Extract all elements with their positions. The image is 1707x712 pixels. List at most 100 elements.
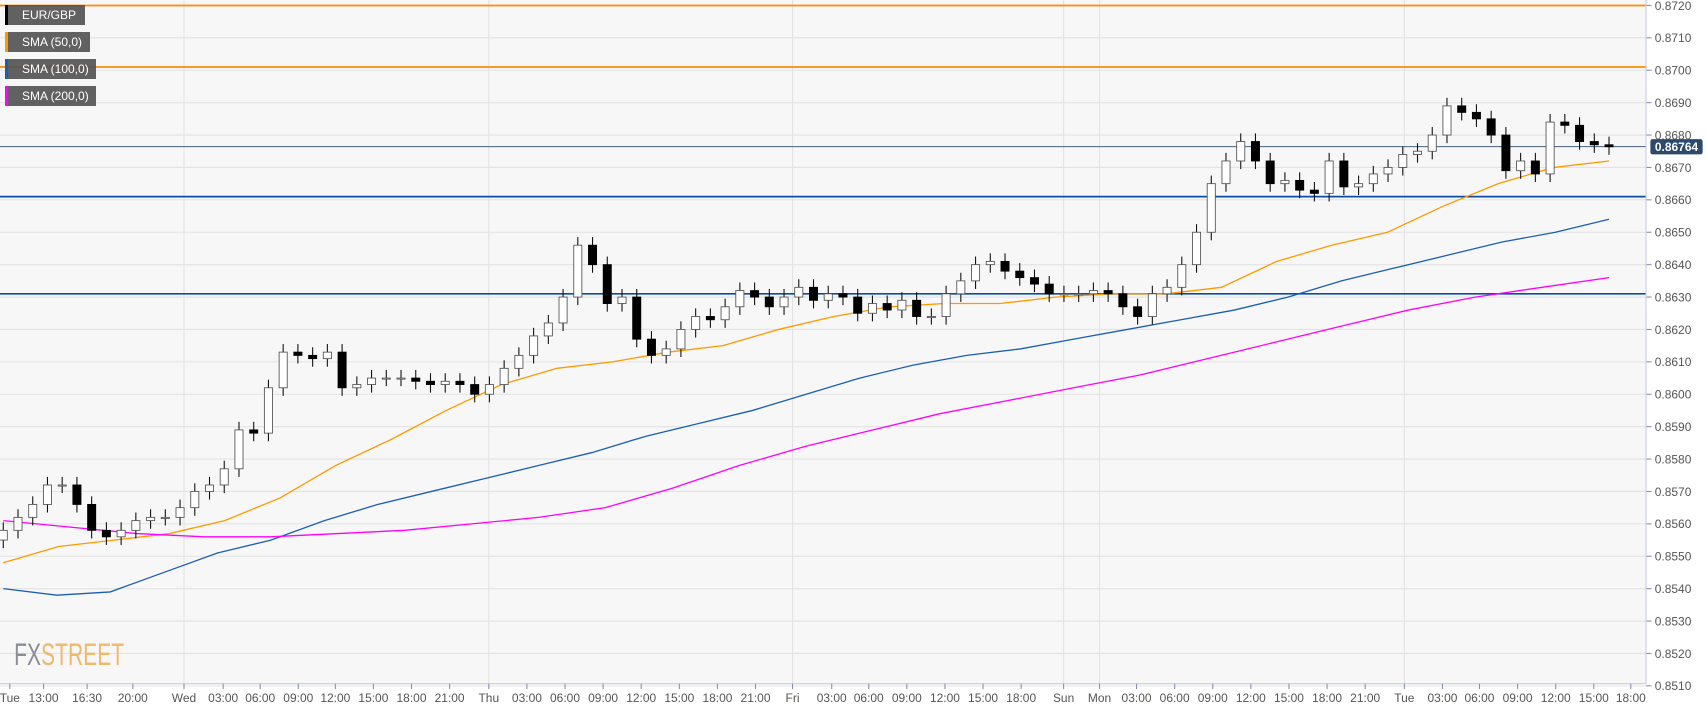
candle [1442,97,1452,144]
candle-body [779,296,789,308]
candle-body [529,335,539,356]
x-tick-label: 15:00 [1274,691,1304,705]
candle-body [470,384,480,395]
y-tick-label: 0.8700 [1655,64,1692,78]
x-tick-label: 21:00 [741,691,771,705]
candle-body [499,367,509,385]
x-tick-label: 09:00 [588,691,618,705]
x-tick-label: 16:30 [72,691,102,705]
candle-body [1103,290,1113,295]
candle-body [588,244,598,266]
x-tick-label: Sun [1053,691,1074,705]
candle-body [263,387,273,434]
candle-body [691,316,701,330]
candle [455,373,465,393]
candle [720,298,730,328]
candle [0,522,8,549]
candle-body [1118,293,1128,308]
grid [0,0,1647,687]
candle-body [396,377,406,380]
candle [396,369,406,387]
candle [1088,282,1098,302]
candle-body [1398,154,1408,168]
candle [543,314,553,345]
y-tick-label: 0.8570 [1655,485,1692,499]
fxstreet-logo: FXSTREET [14,636,124,672]
candle-body [1309,189,1319,194]
candle [367,369,377,393]
x-tick-label: 12:00 [1541,691,1571,705]
candle-body [720,306,730,321]
sma-lines [3,160,1610,596]
candle-body [1354,183,1364,188]
candle [249,421,259,442]
candle [867,295,877,322]
x-tick-label: 09:00 [1198,691,1228,705]
candle [352,376,362,396]
y-tick-label: 0.8630 [1655,290,1692,304]
x-tick-label: 03:00 [512,691,542,705]
candle-body [1147,293,1157,317]
candle [529,327,539,364]
candle [1501,126,1511,179]
x-tick-label: 18:00 [702,691,732,705]
candle-body [1000,260,1010,272]
x-axis: Tue 13:00 16:30 20:00 Wed 03:00 06:00 09:00 12:0… [0,683,1646,705]
candle-body [867,303,877,314]
candle [293,344,303,364]
svg-text:FXSTREET: FXSTREET [14,636,124,672]
x-tick-label: 12:00 [930,691,960,705]
x-tick-label: 12:00 [320,691,350,705]
candle [1471,104,1481,127]
current-price-tag: 0.86764 [1650,139,1703,155]
candle-body [425,380,435,385]
candle-body [558,296,568,324]
candle-body [1206,183,1216,233]
candle [882,295,892,319]
candle [1368,165,1378,192]
candle-body [87,503,97,531]
x-tick-label: 15:00 [664,691,694,705]
candle [735,282,745,315]
y-tick-label: 0.8540 [1655,582,1692,596]
candle-body [764,296,774,308]
candle [1103,282,1113,302]
candle [219,460,229,494]
candle-body [1339,160,1349,188]
legend-sma50: SMA (50,0) [5,32,90,52]
candle-body [735,290,745,308]
candle-body [1236,141,1246,162]
candle-body [897,299,907,311]
candle-body [278,351,288,389]
candle [1530,152,1540,183]
x-tick-label: 06:00 [245,691,275,705]
candle-body [42,484,52,505]
candle-body [249,429,259,434]
candle [1486,110,1496,144]
candle [57,476,67,494]
candle [1383,159,1393,183]
candle [411,369,421,390]
candle-body [646,338,656,356]
horizontal-levels [0,4,1647,295]
candle [1280,172,1290,192]
y-tick-label: 0.8680 [1655,128,1692,142]
candle-body [1074,293,1084,296]
x-tick-label: 15:00 [968,691,998,705]
candle [1309,182,1319,202]
candle-body [160,516,170,519]
candle [1206,175,1216,241]
candle-body [72,484,82,505]
y-tick-label: 0.8690 [1655,96,1692,110]
candle [1427,126,1437,160]
candle-body [146,516,156,522]
candle-body [1501,134,1511,172]
x-tick-label: 12:00 [626,691,656,705]
candle [470,376,480,403]
logo-street: STREET [41,636,124,672]
candle [116,522,126,545]
candle-body [1457,105,1467,113]
candle-body [838,293,848,298]
candle-body [853,296,863,314]
